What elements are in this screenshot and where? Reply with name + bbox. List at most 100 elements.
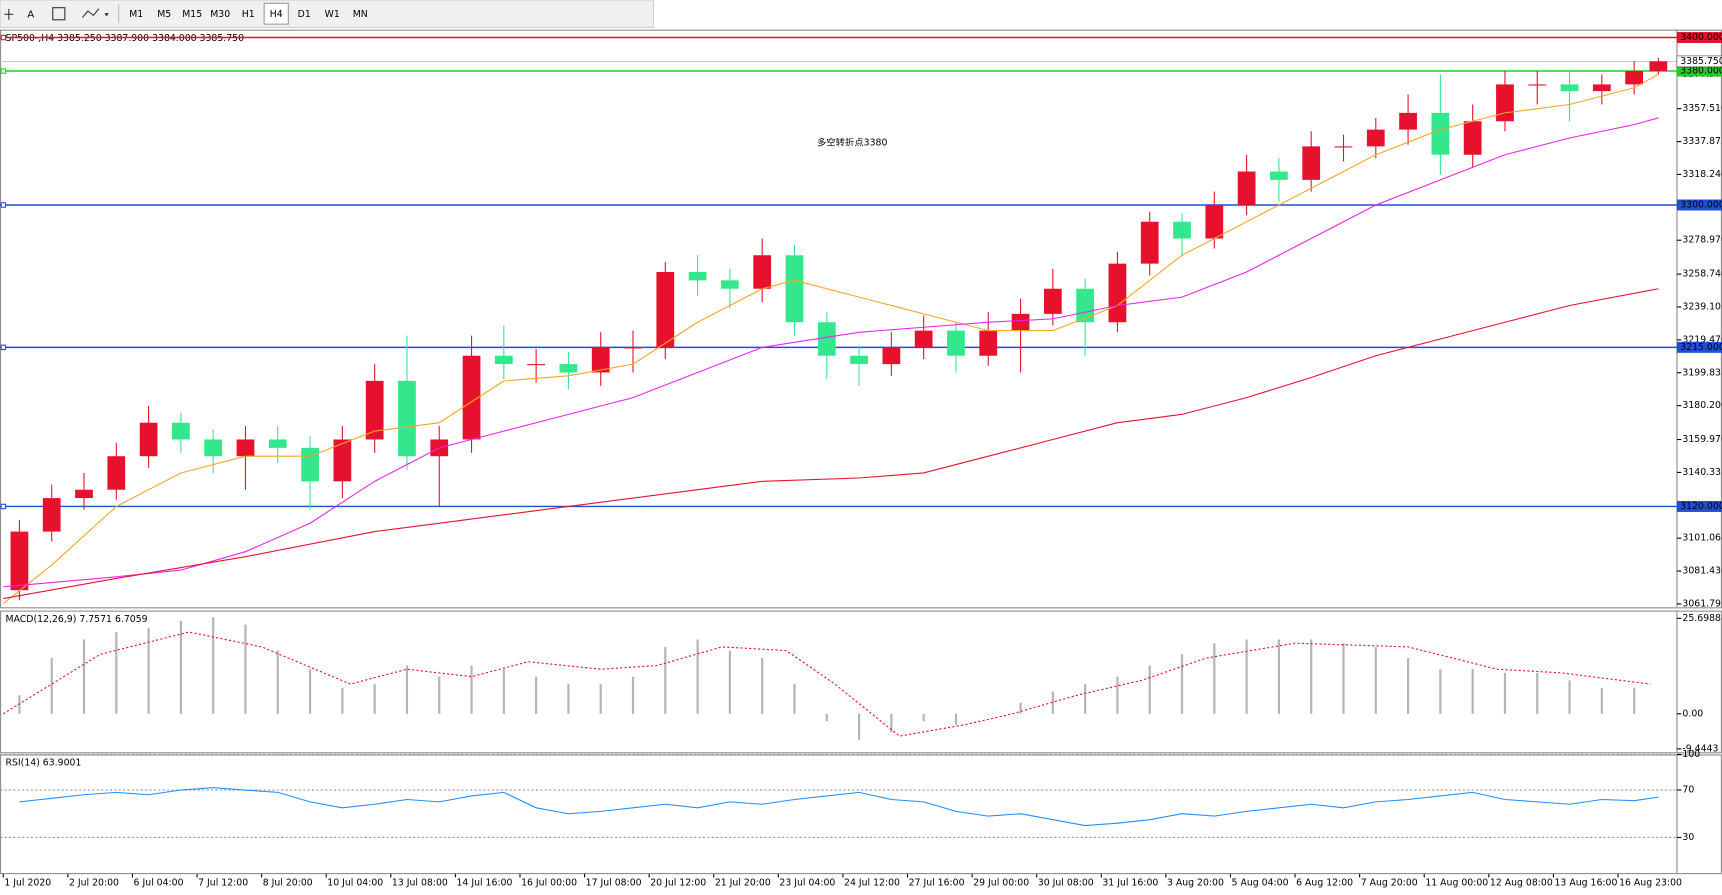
indicator-line bbox=[3, 288, 1659, 600]
y-tick-label: 3258.740 bbox=[1682, 269, 1722, 280]
candle-body bbox=[559, 364, 578, 373]
candle-body bbox=[107, 456, 126, 490]
active-timeframe bbox=[263, 2, 289, 25]
histogram-bar bbox=[1342, 643, 1345, 714]
candle-body bbox=[1108, 263, 1127, 323]
candle-body bbox=[1043, 288, 1062, 314]
histogram-bar bbox=[1374, 646, 1377, 714]
histogram-bar bbox=[987, 713, 990, 715]
x-tick-label: 6 Aug 12:00 bbox=[1296, 877, 1353, 888]
level-tag bbox=[1676, 341, 1722, 353]
level-label: 3300.000 bbox=[1680, 199, 1722, 210]
y-tick-label: 3318.240 bbox=[1682, 169, 1722, 180]
level-handle bbox=[0, 68, 7, 74]
histogram-bar bbox=[1084, 684, 1087, 714]
y-tick-label: 3159.970 bbox=[1682, 434, 1722, 445]
histogram-bar bbox=[1310, 639, 1313, 714]
histogram-bar bbox=[1245, 639, 1248, 714]
panel-frame bbox=[0, 29, 1722, 609]
x-tick-label: 31 Jul 16:00 bbox=[1102, 877, 1158, 888]
x-tick-label: 29 Jul 00:00 bbox=[973, 877, 1029, 888]
x-tick-label: 20 Jul 12:00 bbox=[650, 877, 706, 888]
x-tick-label: 23 Jul 04:00 bbox=[779, 877, 835, 888]
timeframe-button[interactable]: D1 bbox=[298, 9, 311, 20]
x-tick-label: 11 Aug 00:00 bbox=[1425, 877, 1488, 888]
y-tick-label: -9.4443 bbox=[1682, 743, 1718, 754]
histogram-bar bbox=[341, 687, 344, 714]
x-tick-label: 5 Aug 04:00 bbox=[1232, 877, 1289, 888]
level-tag bbox=[1676, 199, 1722, 211]
timeframe-button[interactable]: H4 bbox=[270, 9, 283, 20]
histogram-bar bbox=[1471, 669, 1474, 714]
candle-body bbox=[75, 489, 93, 499]
level-tag bbox=[1676, 32, 1722, 44]
level-handle bbox=[0, 503, 7, 510]
y-tick-label: 70 bbox=[1682, 785, 1694, 796]
panel-title: MACD(12,26,9) 7.7571 6.7059 bbox=[6, 614, 148, 625]
level-tag bbox=[1676, 500, 1722, 512]
level-label: 3400.000 bbox=[1680, 32, 1722, 43]
y-tick-label: 25.6988 bbox=[1682, 613, 1721, 624]
histogram-bar bbox=[179, 620, 182, 714]
candle-body bbox=[753, 255, 772, 289]
candle-body bbox=[1399, 112, 1417, 130]
histogram-bar bbox=[1019, 702, 1022, 714]
x-tick-label: 16 Jul 00:00 bbox=[521, 877, 577, 888]
x-tick-label: 7 Jul 12:00 bbox=[198, 877, 248, 888]
crosshair-icon[interactable] bbox=[4, 8, 14, 20]
histogram-bar bbox=[1051, 691, 1054, 714]
timeframe-button[interactable]: H1 bbox=[242, 9, 255, 20]
histogram-bar bbox=[1439, 669, 1442, 714]
candle-body bbox=[591, 347, 610, 373]
x-tick-label: 3 Aug 20:00 bbox=[1167, 877, 1224, 888]
histogram-bar bbox=[50, 658, 53, 714]
y-tick-label: 3278.970 bbox=[1682, 235, 1722, 246]
candle-body bbox=[527, 364, 546, 366]
candle-body bbox=[1649, 61, 1668, 72]
candle-body bbox=[624, 347, 642, 349]
candle-body bbox=[979, 330, 998, 356]
candle-body bbox=[398, 380, 416, 457]
shapes-tool[interactable] bbox=[81, 8, 100, 18]
y-tick-label: 3081.430 bbox=[1682, 566, 1722, 577]
candle-body bbox=[365, 380, 384, 440]
y-tick-label: 0.00 bbox=[1682, 708, 1703, 719]
timeframe-button[interactable]: M30 bbox=[210, 9, 230, 20]
timeframe-button[interactable]: M1 bbox=[129, 9, 143, 20]
x-tick-label: 24 Jul 12:00 bbox=[844, 877, 900, 888]
level-label: 3215.000 bbox=[1680, 342, 1722, 353]
histogram-bar bbox=[276, 650, 279, 714]
histogram-bar bbox=[1116, 676, 1119, 714]
toolbar-bg bbox=[0, 0, 654, 29]
indicator-line bbox=[3, 117, 1659, 588]
timeframe-button[interactable]: W1 bbox=[325, 9, 340, 20]
y-tick-label: 3199.835 bbox=[1682, 367, 1722, 378]
x-tick-label: 2 Jul 20:00 bbox=[69, 877, 119, 888]
x-tick-label: 27 Jul 16:00 bbox=[909, 877, 965, 888]
label-tool[interactable] bbox=[52, 7, 66, 21]
candle-body bbox=[462, 355, 481, 440]
dropdown[interactable] bbox=[104, 13, 109, 17]
candle-body bbox=[172, 422, 190, 440]
y-tick-label: 3061.795 bbox=[1682, 598, 1722, 609]
y-tick-label: 3101.065 bbox=[1682, 533, 1722, 544]
candle-body bbox=[1270, 171, 1288, 180]
candle-body bbox=[494, 355, 513, 365]
candle-body bbox=[1173, 221, 1191, 239]
candle-body bbox=[1334, 146, 1353, 148]
timeframe-button[interactable]: M5 bbox=[157, 9, 171, 20]
timeframe-button[interactable]: M15 bbox=[182, 9, 202, 20]
candle-body bbox=[850, 355, 868, 365]
histogram-bar bbox=[147, 628, 150, 714]
price-label: 3385.750 bbox=[1680, 56, 1722, 67]
timeframe-button[interactable]: MN bbox=[353, 9, 368, 20]
histogram-bar bbox=[793, 684, 796, 714]
histogram-bar bbox=[212, 617, 215, 714]
histogram-bar bbox=[535, 676, 538, 714]
histogram-bar bbox=[1277, 639, 1281, 714]
x-tick-label: 6 Jul 04:00 bbox=[134, 877, 184, 888]
text-tool[interactable]: A bbox=[27, 9, 34, 20]
y-tick-label: 3239.105 bbox=[1682, 301, 1722, 312]
histogram-bar bbox=[115, 632, 118, 714]
candle-body bbox=[1140, 221, 1159, 264]
